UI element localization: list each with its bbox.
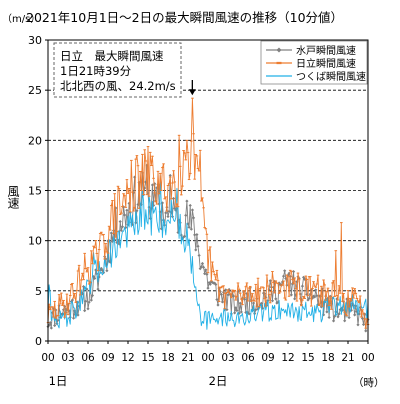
y-axis-label: 風速 <box>6 185 20 209</box>
annotation: 日立 最大瞬間風速 1日21時39分 北北西の風、24.2m/s <box>54 43 181 97</box>
x-tick-label: 06 <box>81 352 95 364</box>
y-tick-label: 0 <box>35 335 42 348</box>
y-tick-label: 15 <box>28 185 42 198</box>
x-tick-label: 18 <box>161 352 174 364</box>
y-tick-label: 10 <box>28 235 42 248</box>
y-tick-label: 25 <box>28 84 42 97</box>
y-tick-label: 30 <box>28 34 42 47</box>
annotation-line-2: 1日21時39分 <box>60 64 132 78</box>
x-tick-label: 12 <box>121 352 134 364</box>
x-tick-label: 03 <box>221 352 234 364</box>
x-tick-label: 03 <box>61 352 74 364</box>
x-tick-label: 15 <box>141 352 154 364</box>
x-tick-label: 09 <box>261 352 274 364</box>
x-tick-label: 21 <box>181 352 194 364</box>
y-axis-unit: （m/s） <box>2 13 40 25</box>
annotation-line-1: 日立 最大瞬間風速 <box>60 49 164 63</box>
chart-title: 2021年10月1日～2日の最大瞬間風速の推移（10分値） <box>26 10 343 25</box>
x-tick-label: 18 <box>321 352 334 364</box>
day-label: 2日 <box>209 374 228 388</box>
legend-label: つくば瞬間風速 <box>296 70 366 83</box>
y-tick-label: 20 <box>28 134 42 147</box>
x-tick-label: 06 <box>241 352 255 364</box>
x-tick-label: 00 <box>201 352 214 364</box>
annotation-line-3: 北北西の風、24.2m/s <box>60 79 176 93</box>
x-tick-label: 12 <box>281 352 294 364</box>
legend-label: 日立瞬間風速 <box>296 57 356 70</box>
x-tick-label: 00 <box>41 352 54 364</box>
x-tick-label: 15 <box>301 352 314 364</box>
day-label: 1日 <box>49 374 68 388</box>
x-tick-label: 21 <box>341 352 354 364</box>
x-tick-label: 09 <box>101 352 114 364</box>
x-tick-label: 00 <box>361 352 374 364</box>
y-tick-label: 5 <box>35 285 42 298</box>
legend-label: 水戸瞬間風速 <box>296 44 356 57</box>
x-axis-unit: （時） <box>353 377 385 389</box>
